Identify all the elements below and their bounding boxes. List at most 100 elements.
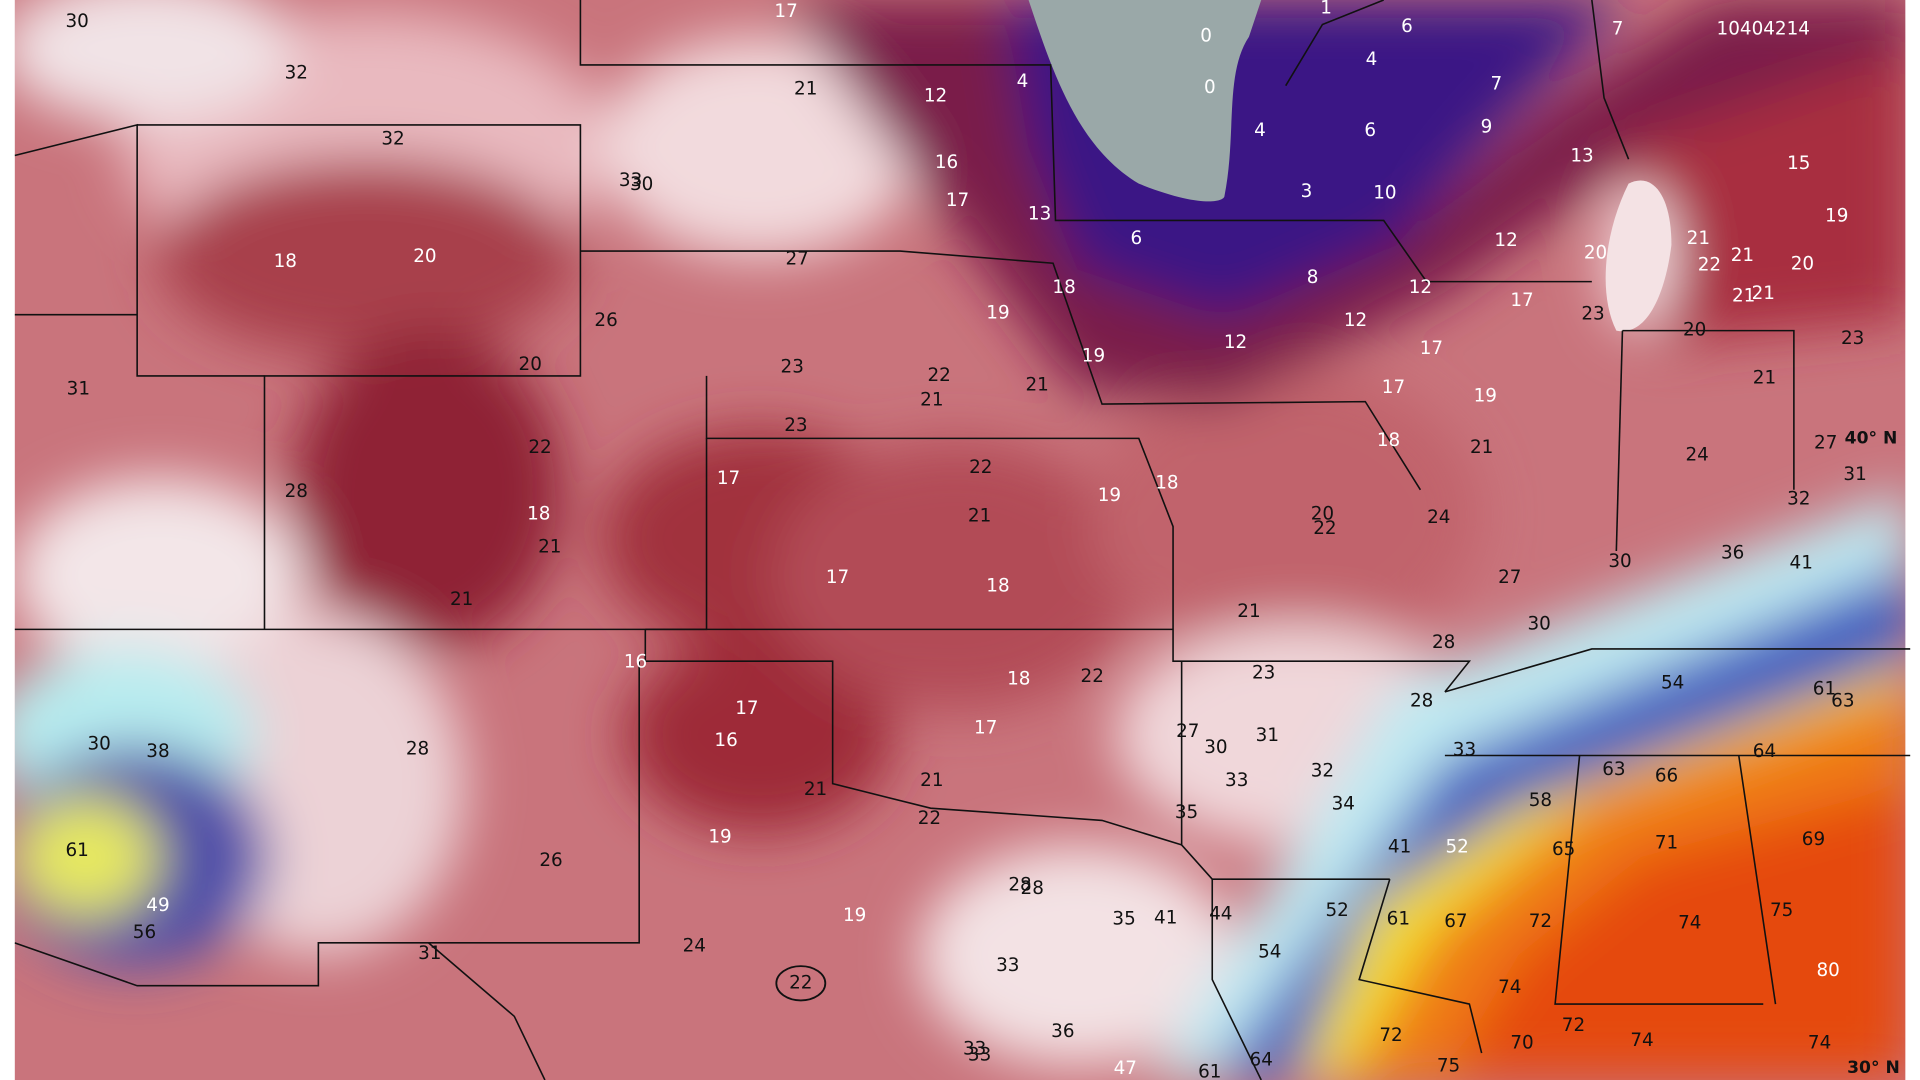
temperature-label: 19: [708, 827, 731, 848]
temperature-label: 72: [1562, 1015, 1585, 1036]
temperature-label: 24: [1685, 445, 1708, 466]
temperature-label: 28: [285, 481, 308, 502]
temperature-label: 30: [630, 174, 653, 195]
temperature-label: 38: [146, 741, 169, 762]
temperature-label: 22: [918, 808, 941, 829]
temperature-label: 17: [774, 1, 797, 22]
temperature-label: 27: [1498, 567, 1521, 588]
temperature-label: 33: [619, 170, 642, 191]
temperature-label: 17: [735, 698, 758, 719]
temperature-label: 21: [450, 589, 473, 610]
temperature-label: 66: [1655, 765, 1678, 786]
temperature-label: 22: [1698, 255, 1721, 276]
temperature-label: 19: [1825, 206, 1848, 227]
temperature-label: 20: [1311, 503, 1334, 524]
temperature-label: 10: [1373, 182, 1396, 203]
temperature-label: 61: [1813, 678, 1836, 699]
temperature-label: 70: [1510, 1032, 1533, 1053]
temperature-label: 12: [1224, 332, 1247, 353]
temperature-label: 56: [133, 922, 156, 943]
temperature-label: 4: [1254, 120, 1266, 141]
temperature-label: 19: [986, 302, 1009, 323]
temperature-label: 17: [1510, 290, 1533, 311]
temperature-label: 21: [804, 779, 827, 800]
temperature-label: 17: [826, 567, 849, 588]
temperature-label: 3: [1301, 181, 1313, 202]
temperature-label: 23: [781, 356, 804, 377]
temperature-label: 19: [843, 905, 866, 926]
temperature-label: 22: [969, 457, 992, 478]
state-borders: [14, 0, 1911, 1080]
temperature-label: 21: [1752, 283, 1775, 304]
temperature-label: 63: [1831, 691, 1854, 712]
temperature-label: 61: [1387, 909, 1410, 930]
temperature-label: 23: [1841, 328, 1864, 349]
temperature-label: 21: [1470, 437, 1493, 458]
temperature-label: 44: [1209, 904, 1232, 925]
temperature-label: 36: [1721, 542, 1744, 563]
temperature-label: 52: [1445, 836, 1468, 857]
temperature-label: 30: [1608, 551, 1631, 572]
temperature-label: 33: [996, 955, 1019, 976]
lake-michigan: [1605, 180, 1672, 332]
temperature-label: 74: [1808, 1032, 1831, 1053]
temperature-label: 71: [1655, 833, 1678, 854]
temperature-label: 21: [1687, 228, 1710, 249]
temperature-label: 31: [418, 943, 441, 964]
temperature-label: 30: [65, 11, 88, 32]
temperature-label: 19: [1082, 345, 1105, 366]
temperature-label: 18: [1007, 669, 1030, 690]
temperature-label: 36: [1051, 1021, 1074, 1042]
temperature-label: 72: [1379, 1025, 1402, 1046]
temperature-label: 13: [1028, 203, 1051, 224]
temperature-label: 8: [1307, 267, 1319, 288]
temperature-label: 24: [683, 936, 706, 957]
temperature-label: 21: [920, 389, 943, 410]
temperature-label: 35: [1112, 909, 1135, 930]
temperature-label: 7: [1612, 18, 1624, 39]
temperature-label: 21: [538, 536, 561, 557]
temperature-label: 23: [1252, 662, 1275, 683]
temperature-label: 27: [1176, 721, 1199, 742]
temperature-label: 16: [935, 152, 958, 173]
temperature-label: 17: [1382, 377, 1405, 398]
temperature-label: 27: [1814, 432, 1837, 453]
latitude-label: 40° N: [1845, 428, 1898, 448]
temperature-label: 16: [624, 651, 647, 672]
temperature-label: 33: [1453, 740, 1476, 761]
temperature-label: 61: [1198, 1062, 1221, 1080]
temperature-label: 54: [1258, 942, 1281, 963]
temperature-label: 21: [1237, 601, 1260, 622]
temperature-label: 18: [274, 251, 297, 272]
temperature-label: 23: [1581, 304, 1604, 325]
temperature-label: 26: [539, 850, 562, 871]
temperature-label: 17: [1420, 338, 1443, 359]
temperature-label: 35: [1175, 802, 1198, 823]
temperature-label: 24: [1427, 507, 1450, 528]
temperature-label: 41: [1154, 907, 1177, 928]
temperature-label: 19: [1098, 485, 1121, 506]
temperature-label: 80: [1816, 960, 1839, 981]
temperature-label: 74: [1498, 977, 1521, 998]
temperature-label: 49: [146, 895, 169, 916]
temperature-label: 21: [794, 78, 817, 99]
temperature-label: 7: [1490, 73, 1502, 94]
temperature-label: 54: [1661, 672, 1684, 693]
temperature-label: 31: [67, 378, 90, 399]
temperature-label: 21: [1732, 285, 1755, 306]
temperature-label: 20: [519, 354, 542, 375]
map-id: 10404214: [1717, 18, 1810, 39]
temperature-label: 0: [1200, 26, 1212, 47]
temperature-label: 20: [1683, 320, 1706, 341]
temperature-label: 27: [785, 249, 808, 270]
temperature-label: 12: [1344, 310, 1367, 331]
temperature-label: 32: [381, 129, 404, 150]
temperature-label: 75: [1770, 900, 1793, 921]
temperature-label: 32: [285, 62, 308, 83]
temperature-label: 61: [65, 840, 88, 861]
temperature-label: 34: [1332, 793, 1355, 814]
lake-superior: [1028, 0, 1262, 202]
temperature-label: 22: [927, 365, 950, 386]
temperature-label: 21: [1731, 245, 1754, 266]
